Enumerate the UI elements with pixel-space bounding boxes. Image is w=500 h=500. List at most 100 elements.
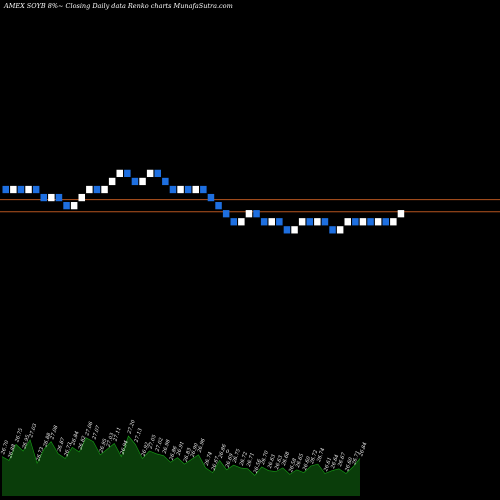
renko-brick: [382, 218, 389, 226]
renko-brick: [352, 218, 359, 226]
volume-label: 26.90: [189, 442, 200, 459]
volume-label: 26.70: [0, 439, 11, 456]
volume-label: 26.92: [140, 442, 150, 458]
volume-label: 26.83: [182, 447, 192, 463]
volume-label: 26.64: [330, 454, 340, 470]
volume-label: 26.88: [42, 432, 52, 448]
volume-panel: [1, 435, 361, 496]
renko-brick: [321, 218, 329, 226]
renko-brick: [298, 218, 306, 226]
volume-label: 26.70: [260, 449, 271, 466]
volume-marker-label: 0: [226, 449, 230, 455]
chart-title: AMEX SOYB 8%~ Closing Daily data Renko c…: [4, 2, 233, 10]
volume-label: 27.02: [154, 437, 164, 453]
renko-brick: [222, 210, 230, 218]
renko-brick: [162, 177, 169, 186]
renko-bricks: [2, 169, 405, 234]
renko-brick: [283, 226, 291, 234]
volume-label: 27.07: [91, 424, 102, 441]
volume-label: 26.63: [274, 455, 284, 471]
renko-brick: [25, 185, 32, 194]
renko-brick: [291, 226, 298, 234]
volume-label: 26.95: [98, 438, 108, 454]
renko-brick: [78, 193, 85, 202]
volume-label: 26.68: [281, 451, 291, 467]
volume-label: 26.95: [21, 434, 31, 450]
renko-brick: [344, 218, 351, 226]
renko-brick: [374, 218, 382, 226]
renko-brick: [55, 193, 63, 202]
renko-brick: [336, 226, 344, 234]
volume-label: 26.71: [246, 452, 256, 468]
renko-brick: [200, 185, 207, 194]
renko-brick: [314, 218, 321, 226]
renko-brick: [93, 185, 101, 194]
volume-label: 27.03: [28, 423, 38, 439]
volume-label: 26.60: [344, 456, 355, 473]
volume-label: 27.11: [112, 427, 122, 443]
volume-label: 26.94: [119, 440, 129, 456]
volume-label: 26.61: [323, 457, 333, 473]
renko-brick: [390, 218, 397, 226]
renko-brick: [230, 218, 237, 226]
volume-label: 26.74: [316, 447, 326, 463]
volume-label: 26.60: [302, 455, 313, 472]
volume-label: 26.86: [217, 443, 228, 460]
renko-brick: [260, 218, 268, 226]
volume-label: 26.82: [77, 435, 87, 451]
renko-brick: [146, 169, 154, 178]
renko-brick: [245, 210, 253, 218]
volume-label: 26.63: [267, 454, 277, 470]
renko-brick: [207, 193, 215, 202]
renko-brick: [253, 210, 260, 218]
volume-label: 26.84: [70, 430, 80, 446]
renko-brick: [10, 185, 17, 194]
renko-brick: [177, 185, 184, 194]
volume-label: 27.08: [49, 425, 59, 441]
renko-brick: [359, 218, 367, 226]
volume-label: 27.13: [133, 428, 143, 444]
volume-label: 26.96: [196, 437, 207, 454]
volume-label: 26.65: [295, 453, 305, 469]
volume-label: 27.03: [105, 432, 115, 448]
renko-brick: [268, 218, 275, 226]
renko-brick: [131, 177, 139, 186]
renko-brick: [215, 202, 222, 210]
renko-brick: [101, 185, 108, 194]
volume-label: 26.88: [7, 444, 17, 460]
volume-label: 26.69: [224, 452, 235, 469]
renko-brick: [306, 218, 313, 226]
volume-label: 26.72: [239, 451, 249, 467]
renko-brick: [367, 218, 374, 226]
renko-brick: [32, 185, 40, 194]
volume-label: 27.06: [84, 420, 95, 437]
volume-label: 27.20: [126, 418, 137, 435]
volume-labels: 26.7026.8826.7526.9527.0326.7326.8827.08…: [0, 418, 368, 475]
renko-brick: [139, 177, 146, 186]
renko-brick: [63, 202, 70, 210]
renko-brick: [184, 185, 192, 194]
volume-label: 26.67: [337, 451, 348, 468]
volume-label: 26.73: [63, 442, 73, 458]
volume-label: 26.84: [358, 442, 368, 458]
volume-label: 27.05: [147, 434, 157, 450]
volume-label: 26.87: [56, 436, 67, 453]
renko-brick: [169, 185, 177, 194]
renko-brick: [40, 193, 47, 202]
volume-label: 26.67: [210, 455, 221, 472]
volume-label: 26.58: [288, 458, 298, 474]
volume-label: 26.98: [161, 439, 171, 455]
renko-brick: [329, 226, 336, 234]
renko-brick: [154, 169, 161, 178]
renko-brick: [86, 185, 93, 194]
renko-brick: [397, 210, 405, 218]
renko-brick: [17, 185, 25, 194]
volume-label: 26.75: [231, 448, 241, 464]
volume-label: 26.86: [168, 445, 179, 462]
volume-label: 26.74: [203, 451, 213, 467]
volume-area: [2, 436, 360, 496]
renko-brick: [192, 185, 199, 194]
volume-edge: [1, 435, 361, 476]
